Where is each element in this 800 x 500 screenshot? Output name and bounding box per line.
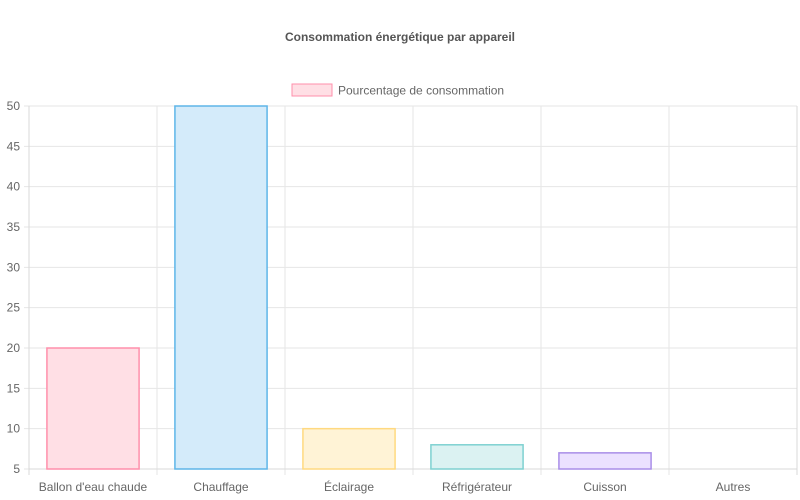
y-tick-label: 35 [7, 220, 21, 234]
legend-swatch [291, 83, 333, 97]
y-tick-label: 45 [7, 139, 21, 153]
x-axis: Ballon d'eau chaude Chauffage Éclairage Réf… [39, 479, 751, 494]
bars [46, 105, 652, 470]
x-tick-label: Ballon d'eau chaude [39, 480, 148, 494]
y-tick-label: 10 [7, 422, 21, 436]
y-tick-label: 40 [7, 180, 21, 194]
x-tick-label: Cuisson [583, 480, 626, 494]
y-tick-label: 20 [7, 341, 21, 355]
chart-title: Consommation énergétique par appareil [285, 30, 515, 44]
grid [24, 105, 798, 475]
bar [430, 444, 524, 470]
bar [302, 427, 396, 470]
y-tick-label: 15 [7, 381, 21, 395]
y-tick-label: 50 [7, 99, 21, 113]
legend-label: Pourcentage de consommation [338, 84, 504, 98]
bar [558, 452, 652, 470]
bar [46, 347, 140, 470]
y-tick-label: 5 [13, 462, 20, 476]
x-tick-label: Autres [716, 480, 751, 494]
y-axis: 5 10 15 20 25 30 35 40 45 50 [7, 99, 21, 476]
y-tick-label: 30 [7, 260, 21, 274]
x-tick-label: Chauffage [193, 480, 248, 494]
x-tick-label: Réfrigérateur [442, 480, 512, 494]
y-tick-label: 25 [7, 301, 21, 315]
x-tick-label: Éclairage [324, 479, 374, 494]
legend[interactable]: Pourcentage de consommation [291, 83, 504, 98]
bar [174, 105, 268, 470]
